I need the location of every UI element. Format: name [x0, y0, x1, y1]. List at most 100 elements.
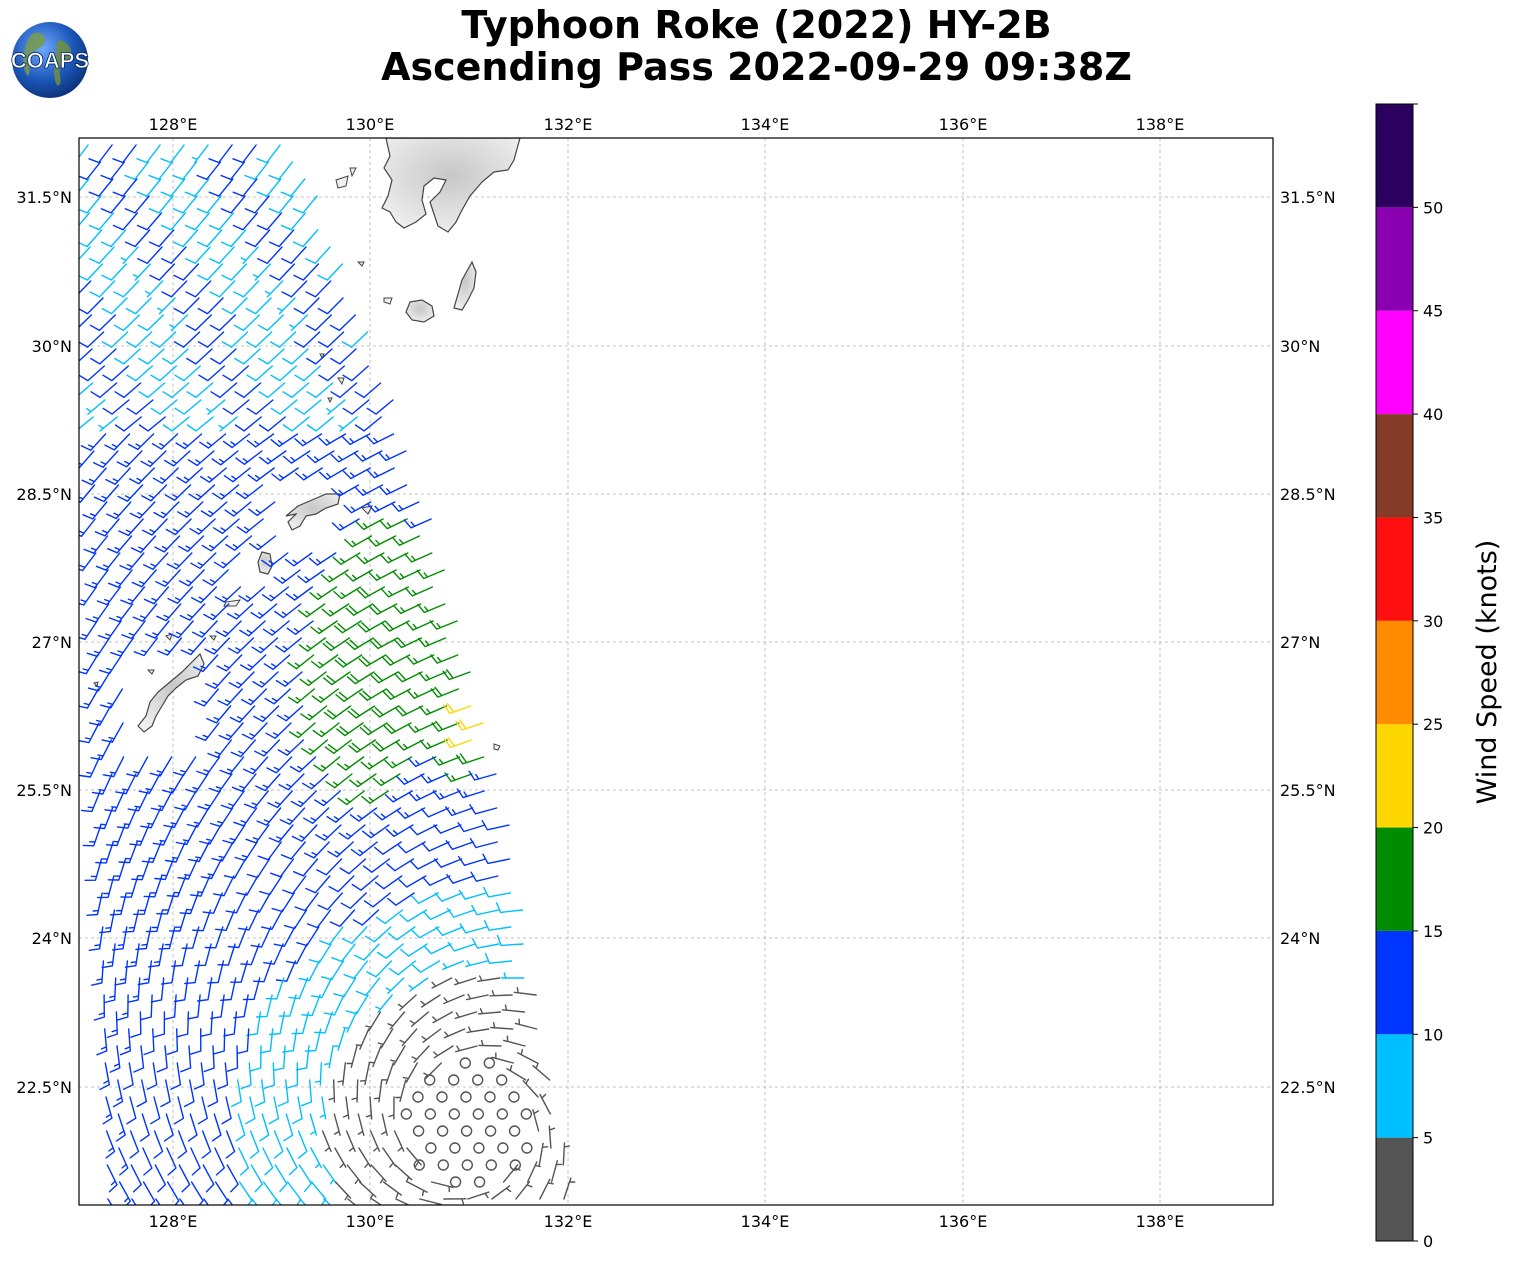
wind-barb — [404, 586, 434, 597]
wind-barb — [130, 1011, 142, 1038]
wind-barb — [215, 620, 242, 638]
islet — [319, 353, 325, 360]
wind-barb — [97, 875, 115, 899]
wind-barb — [310, 1181, 327, 1205]
wind-barb — [323, 994, 345, 1016]
wind-barb — [126, 365, 154, 382]
wind-barb — [378, 450, 407, 462]
lon-tick-label-top: 132°E — [544, 115, 593, 134]
colorbar-tick-label: 10 — [1423, 1025, 1443, 1044]
wind-barb — [339, 858, 367, 875]
wind-barb — [142, 1147, 153, 1176]
wind-barb — [380, 586, 410, 598]
wind-barb — [250, 1045, 262, 1072]
wind-barb — [482, 853, 511, 865]
wind-barb — [222, 399, 250, 415]
island-tanegashima — [453, 260, 477, 311]
wind-barb — [408, 977, 429, 992]
wind-barb — [179, 603, 206, 621]
wind-barb — [248, 501, 276, 517]
wind-barb — [104, 790, 125, 812]
wind-barb — [246, 858, 271, 879]
wind-barb — [473, 1142, 485, 1154]
wind-barb — [107, 535, 133, 554]
wind-barb — [258, 348, 285, 365]
wind-barb — [343, 960, 369, 979]
wind-barb — [355, 977, 381, 996]
wind-barb — [222, 365, 250, 382]
wind-barb — [354, 450, 383, 462]
wind-barb — [116, 807, 138, 829]
wind-barb — [294, 433, 323, 447]
wind-barb — [132, 892, 151, 915]
wind-barb — [284, 552, 313, 567]
wind-barb — [336, 756, 365, 771]
wind-barb — [352, 909, 380, 926]
wind-barb — [301, 773, 329, 790]
wind-barb — [88, 178, 114, 197]
wind-barb — [93, 484, 120, 503]
wind-barb — [484, 1125, 497, 1137]
colorbar-tick-label: 20 — [1423, 819, 1443, 838]
wind-barb — [382, 688, 411, 700]
wind-barb — [294, 892, 319, 912]
wind-barb — [251, 1198, 258, 1205]
lat-tick-label-right: 30°N — [1280, 337, 1320, 356]
wind-barb — [271, 467, 299, 482]
wind-barb — [208, 212, 235, 231]
wind-barb — [309, 586, 338, 600]
wind-barb — [180, 637, 207, 656]
wind-barb — [442, 960, 465, 970]
wind-barb — [266, 756, 293, 774]
wind-barb — [305, 314, 332, 332]
wind-barb — [250, 603, 278, 619]
wind-barb — [99, 1062, 111, 1091]
wind-barb — [293, 331, 321, 348]
wind-barb — [490, 1022, 514, 1030]
wind-barb — [420, 994, 441, 1008]
wind-barb — [152, 467, 179, 484]
colorbar-tick-label: 45 — [1423, 302, 1443, 321]
wind-barb — [155, 569, 181, 587]
wind-barb — [208, 773, 233, 793]
wind-barb — [177, 858, 199, 880]
wind-barb — [79, 212, 91, 227]
wind-barb — [421, 807, 450, 818]
wind-barb — [513, 987, 537, 996]
wind-barb — [128, 467, 155, 485]
colorbar: 0 5 10 15 20 25 30 35 40 45 50 — [1375, 103, 1443, 1251]
wind-barb — [478, 1039, 502, 1047]
wind-barb — [448, 1074, 460, 1086]
wind-barb — [114, 416, 142, 432]
wind-barb — [294, 365, 321, 382]
wind-barb — [98, 654, 123, 675]
wind-barb — [204, 637, 231, 655]
wind-barb — [420, 773, 449, 784]
wind-barb — [270, 399, 298, 415]
wind-barb — [331, 518, 360, 531]
wind-barb — [88, 926, 104, 951]
wind-barb — [366, 467, 395, 479]
wind-barb — [229, 705, 256, 723]
lat-tick-label-left: 25.5°N — [16, 781, 72, 800]
wind-barb — [316, 858, 343, 876]
wind-barb — [268, 1096, 280, 1125]
wind-barb — [501, 1004, 526, 1013]
wind-barb — [212, 518, 240, 535]
wind-barb — [330, 450, 359, 463]
wind-barb — [215, 909, 236, 931]
wind-barb — [323, 671, 351, 686]
wind-barb — [221, 1096, 232, 1125]
wind-barb — [424, 1108, 436, 1120]
wind-barb — [388, 1096, 395, 1120]
wind-barb — [101, 722, 124, 743]
wind-barb — [322, 637, 351, 651]
colorbar-tick-label: 40 — [1423, 405, 1443, 424]
lat-tick-label-left: 27°N — [32, 633, 72, 652]
wind-barb — [185, 280, 212, 298]
wind-barb — [258, 382, 286, 399]
wind-barb — [219, 756, 245, 775]
wind-barb — [79, 722, 100, 744]
wind-barb — [321, 603, 350, 617]
lat-tick-label-left: 22.5°N — [16, 1078, 72, 1097]
